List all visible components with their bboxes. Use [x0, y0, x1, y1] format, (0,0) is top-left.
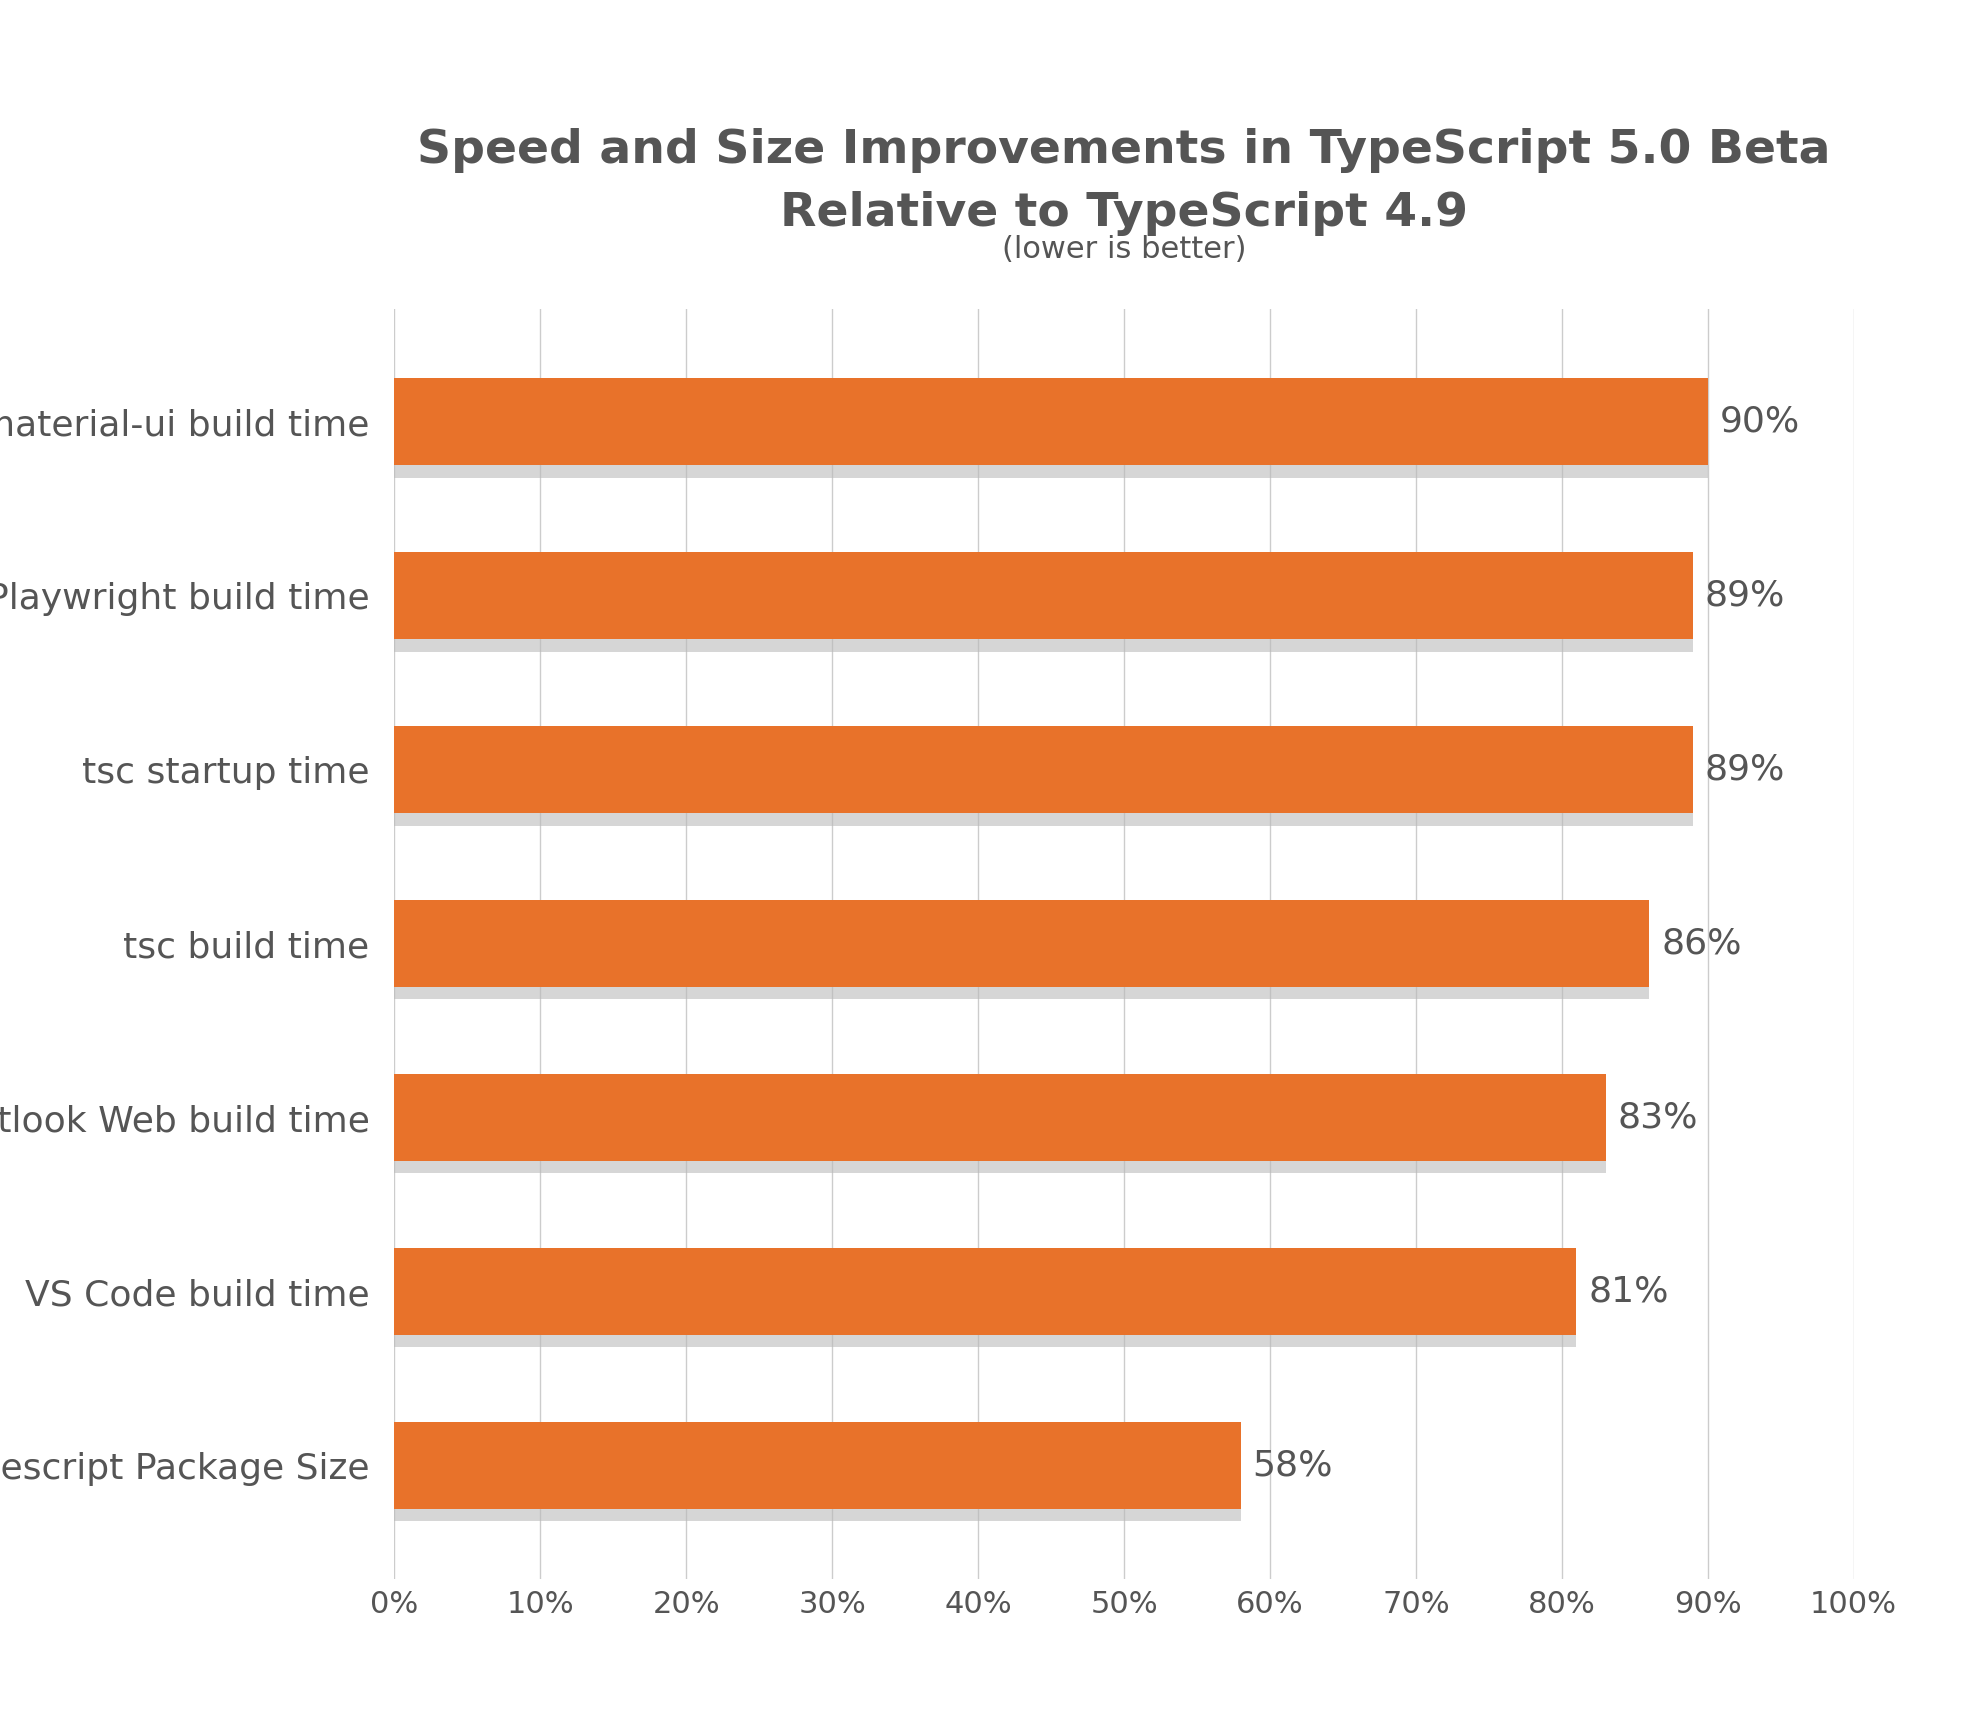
Text: 83%: 83%	[1617, 1100, 1698, 1134]
Title: Speed and Size Improvements in TypeScript 5.0 Beta
Relative to TypeScript 4.9: Speed and Size Improvements in TypeScrip…	[418, 129, 1830, 235]
Text: 90%: 90%	[1720, 405, 1800, 439]
Text: (lower is better): (lower is better)	[1002, 235, 1246, 264]
Bar	[394, 1074, 1605, 1162]
Bar	[394, 726, 1694, 813]
FancyBboxPatch shape	[394, 738, 1694, 825]
FancyBboxPatch shape	[394, 1435, 1240, 1522]
FancyBboxPatch shape	[394, 913, 1649, 999]
FancyBboxPatch shape	[394, 1086, 1605, 1174]
Text: 81%: 81%	[1587, 1275, 1668, 1309]
Text: 89%: 89%	[1706, 753, 1785, 788]
FancyBboxPatch shape	[394, 565, 1694, 652]
Text: 86%: 86%	[1660, 927, 1741, 961]
Bar	[394, 1423, 1240, 1508]
Bar	[394, 901, 1649, 987]
FancyBboxPatch shape	[394, 1260, 1576, 1347]
Text: 89%: 89%	[1706, 578, 1785, 613]
Bar	[394, 379, 1708, 465]
FancyBboxPatch shape	[394, 391, 1708, 477]
Bar	[394, 1248, 1576, 1335]
Text: 58%: 58%	[1252, 1448, 1333, 1483]
Bar	[394, 553, 1694, 640]
